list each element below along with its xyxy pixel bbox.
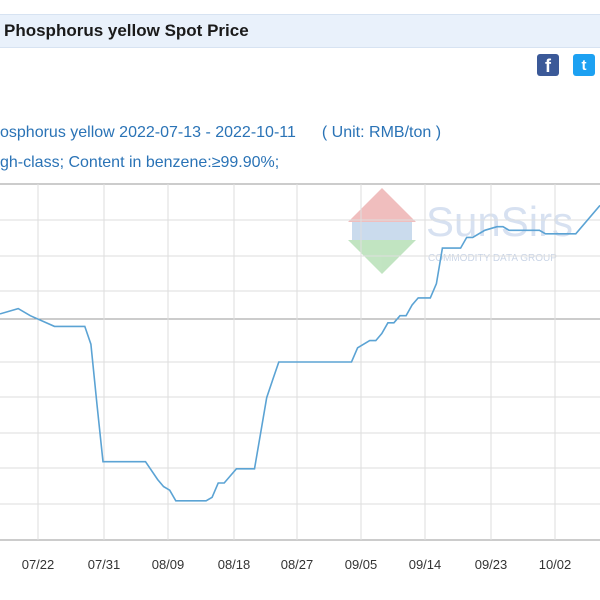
- x-tick-label: 08/27: [281, 557, 314, 572]
- x-tick-label: 10/02: [539, 557, 572, 572]
- x-axis-labels: 07/22 07/31 08/09 08/18 08/27 09/05 09/14 09/23…: [22, 557, 572, 572]
- x-tick-label: 09/05: [345, 557, 378, 572]
- x-tick-label: 09/23: [475, 557, 508, 572]
- facebook-share-icon[interactable]: f: [537, 54, 559, 76]
- x-tick-label: 07/22: [22, 557, 55, 572]
- chart-title-line: osphorus yellow 2022-07-13 - 2022-10-11 (…: [0, 124, 441, 142]
- twitter-share-icon[interactable]: t: [573, 54, 595, 76]
- x-tick-label: 08/09: [152, 557, 185, 572]
- chart-spec: gh-class; Content in benzene:≥99.90%;: [0, 154, 280, 171]
- x-tick-label: 09/14: [409, 557, 442, 572]
- watermark-roof-icon: [348, 188, 416, 222]
- watermark-tagline: COMMODITY DATA GROUP: [428, 253, 557, 264]
- x-tick-label: 08/18: [218, 557, 251, 572]
- page-title: Phosphorus yellow Spot Price: [4, 21, 249, 40]
- series-line: [0, 204, 600, 502]
- chart-title: osphorus yellow 2022-07-13 - 2022-10-11: [0, 124, 296, 141]
- sunsirs-watermark: SunSirs COMMODITY DATA GROUP: [348, 188, 573, 274]
- grid: [0, 183, 600, 541]
- x-tick-label: 07/31: [88, 557, 121, 572]
- watermark-base-icon: [348, 240, 416, 274]
- watermark-brand: SunSirs: [426, 198, 573, 245]
- watermark-block-icon: [352, 222, 412, 240]
- title-bar: Phosphorus yellow Spot Price: [0, 14, 600, 48]
- chart-unit: ( Unit: RMB/ton ): [321, 124, 442, 141]
